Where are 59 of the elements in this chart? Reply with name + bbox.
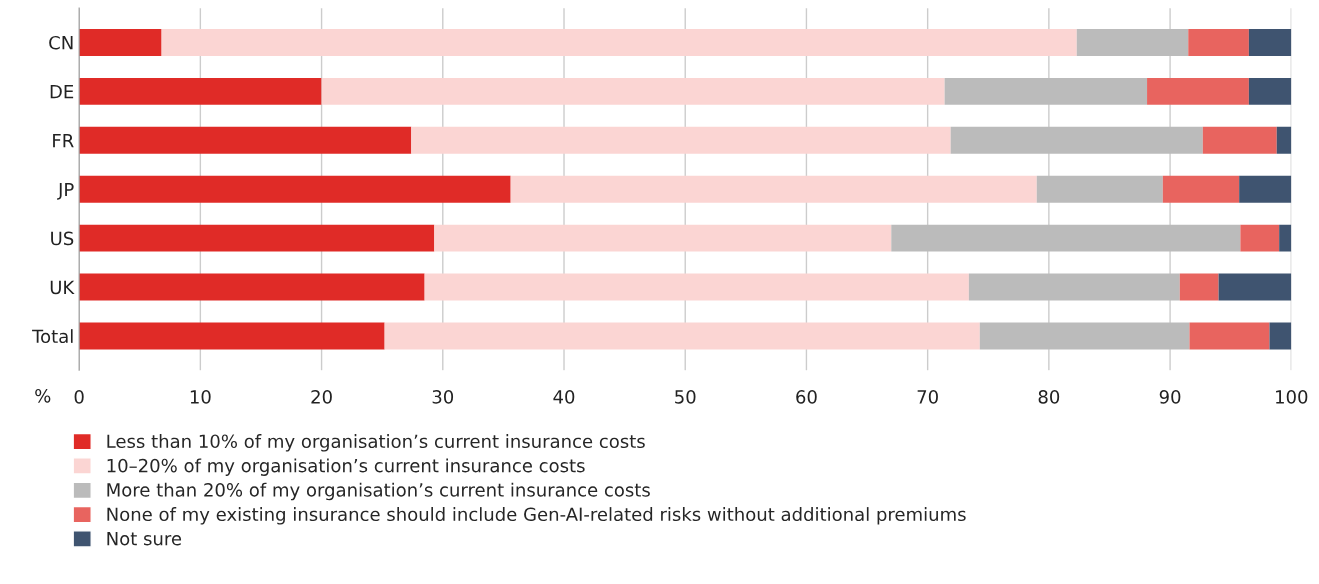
bar (968, 273, 1180, 301)
y-tick-label: CN (49, 35, 73, 50)
bar (411, 126, 951, 154)
bar (1248, 28, 1292, 56)
bar (79, 126, 412, 154)
legend-label: Not sure (107, 532, 182, 546)
bar (891, 224, 1241, 252)
bar (424, 273, 969, 301)
bar (1269, 322, 1292, 350)
bar (1240, 224, 1280, 252)
x-tick-label: 80 (1038, 390, 1060, 404)
x-tick-label: 70 (917, 390, 938, 404)
x-tick-label: 60 (796, 390, 817, 404)
y-tick-label: DE (50, 85, 74, 99)
x-tick-label: 0 (74, 390, 84, 404)
legend-label: 10–20% of my organisation’s current insurance costs (107, 458, 585, 476)
y-tick-label: JP (57, 182, 74, 200)
bar (944, 77, 1148, 105)
bar (79, 28, 162, 56)
x-tick-label: 10 (190, 390, 211, 404)
legend-label: Less than 10% of my organisation’s current insurance costs (107, 434, 645, 452)
bar (1189, 322, 1270, 350)
bar (1188, 28, 1249, 56)
bar (1036, 175, 1163, 203)
bar (1179, 273, 1219, 301)
x-tick-label: 50 (675, 390, 696, 404)
bar (979, 322, 1190, 350)
bar (79, 224, 435, 252)
bar (434, 224, 892, 252)
y-tick-label: UK (50, 280, 75, 295)
x-tick-label: 20 (311, 390, 332, 404)
bar (79, 77, 322, 105)
x-tick-label: 90 (1159, 390, 1181, 404)
y-tick-label: Total (32, 329, 73, 344)
bar (1248, 77, 1292, 105)
bar (79, 175, 511, 203)
x-tick-label: 30 (432, 390, 454, 404)
legend-label: More than 20% of my organisation’s current insurance costs (107, 482, 650, 501)
bar (1202, 126, 1277, 154)
bar (321, 77, 945, 105)
x-tick-label: 100 (1276, 390, 1308, 404)
bar (79, 273, 425, 301)
bar (1279, 224, 1292, 252)
bar (510, 175, 1037, 203)
x-axis-title: % (35, 388, 51, 403)
x-tick-label: 40 (553, 390, 575, 404)
bar (1276, 126, 1292, 154)
bar (1162, 175, 1240, 203)
bar (161, 28, 1077, 56)
bar (79, 322, 385, 350)
bar (1218, 273, 1292, 301)
bar (950, 126, 1203, 154)
y-tick-label: FR (53, 133, 74, 148)
y-tick-label: US (51, 231, 74, 246)
bar (1239, 175, 1292, 203)
bar (1147, 77, 1249, 105)
bar (1076, 28, 1189, 56)
bar (384, 322, 980, 350)
legend-label: None of my existing insurance should include Gen-AI-related risks without additional premiums (107, 507, 966, 525)
